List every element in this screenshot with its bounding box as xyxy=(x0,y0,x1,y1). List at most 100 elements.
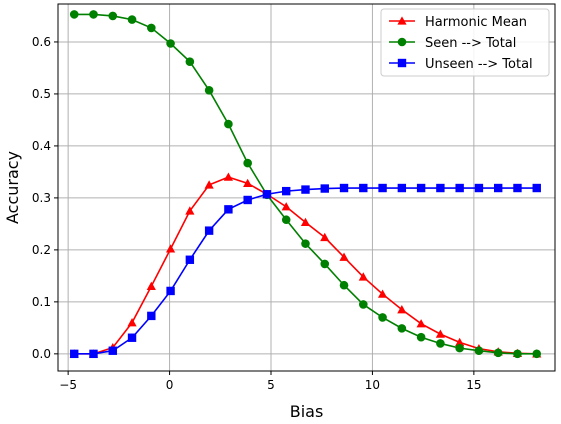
data-point xyxy=(513,349,522,359)
data-point xyxy=(416,332,426,342)
data-point xyxy=(127,318,137,327)
plot-frame xyxy=(57,3,556,372)
data-point xyxy=(146,281,156,290)
y-axis-label: Accuracy xyxy=(3,151,22,224)
data-point xyxy=(301,239,310,248)
data-point xyxy=(377,289,388,298)
data-point xyxy=(204,226,214,235)
data-point xyxy=(435,329,445,338)
data-point xyxy=(416,183,426,193)
data-point xyxy=(281,215,291,225)
data-point xyxy=(127,15,137,24)
x-axis-label: Bias xyxy=(290,402,324,421)
data-point xyxy=(397,305,407,314)
data-point xyxy=(320,259,330,269)
x-tick-label: 5 xyxy=(267,378,275,392)
y-tick-label: 0.1 xyxy=(32,295,51,309)
legend-item: Harmonic Mean xyxy=(389,15,527,30)
y-tick-label: 0.6 xyxy=(32,35,51,49)
x-tick-label: 10 xyxy=(365,378,380,392)
y-tick-label: 0.0 xyxy=(32,347,51,361)
legend-item: Seen --> Total xyxy=(389,36,516,51)
legend-label: Harmonic Mean xyxy=(425,15,527,30)
data-point xyxy=(474,346,484,356)
legend-label: Seen --> Total xyxy=(425,36,516,51)
series-line xyxy=(74,187,537,355)
data-point xyxy=(108,346,117,355)
data-point xyxy=(532,349,542,359)
x-tick-label: −5 xyxy=(59,378,77,392)
legend-marker xyxy=(397,58,407,68)
data-point xyxy=(436,183,445,193)
data-point xyxy=(339,252,349,261)
data-point xyxy=(494,183,503,193)
data-point xyxy=(339,183,349,193)
series-unseen-total xyxy=(70,183,541,359)
data-point xyxy=(69,10,79,19)
data-point xyxy=(378,313,387,322)
data-point xyxy=(358,272,368,281)
data-point xyxy=(493,348,503,358)
legend-item: Unseen --> Total xyxy=(389,57,533,72)
data-point xyxy=(243,178,253,188)
data-point xyxy=(320,184,329,193)
data-point xyxy=(185,206,195,215)
data-point xyxy=(513,183,522,193)
data-point xyxy=(455,337,465,347)
legend: Harmonic Mean Seen --> Total Unseen --> To… xyxy=(380,8,550,77)
axis-ticks: −5 0 5 10 15 0.0 0.1 0.2 0.3 0.4 0.5 0.6 xyxy=(32,35,482,392)
legend-box xyxy=(380,8,550,77)
y-tick-label: 0.4 xyxy=(32,139,51,153)
data-point xyxy=(397,324,407,333)
series-seen-total xyxy=(69,10,542,359)
series-layer xyxy=(69,10,542,359)
data-point xyxy=(416,319,426,328)
data-point xyxy=(436,339,445,348)
data-point xyxy=(281,202,291,211)
data-point xyxy=(455,183,464,193)
x-tick-label: 15 xyxy=(466,378,481,392)
data-point xyxy=(224,205,233,214)
data-point xyxy=(282,186,291,196)
data-point xyxy=(70,349,79,359)
data-point xyxy=(397,183,407,193)
data-point xyxy=(166,286,175,296)
data-point xyxy=(359,183,368,193)
legend-marker xyxy=(397,37,407,47)
data-point xyxy=(455,343,464,353)
data-point xyxy=(223,172,233,181)
data-point xyxy=(378,183,387,193)
data-point xyxy=(359,300,368,309)
data-point xyxy=(301,185,310,194)
legend-marker xyxy=(397,16,407,25)
data-point xyxy=(166,39,175,48)
data-point xyxy=(224,119,233,129)
data-point xyxy=(320,232,330,242)
data-point xyxy=(89,10,98,19)
data-point xyxy=(300,217,311,227)
data-point xyxy=(243,158,252,168)
data-point xyxy=(204,180,214,189)
y-tick-label: 0.2 xyxy=(32,243,51,257)
data-point xyxy=(147,311,156,321)
series-line xyxy=(74,176,537,355)
data-point xyxy=(474,183,484,193)
data-point xyxy=(262,190,272,199)
legend-label: Unseen --> Total xyxy=(425,57,533,72)
data-point xyxy=(108,11,118,21)
data-point xyxy=(89,349,98,359)
data-point xyxy=(204,85,214,95)
data-point xyxy=(185,57,195,67)
data-point xyxy=(339,280,349,290)
series-harmonic-mean xyxy=(69,172,542,358)
data-point xyxy=(185,255,195,264)
data-point xyxy=(165,244,176,253)
data-point xyxy=(147,23,156,33)
x-tick-label: 0 xyxy=(166,378,174,392)
y-tick-label: 0.5 xyxy=(32,87,51,101)
y-tick-label: 0.3 xyxy=(32,191,51,205)
data-point xyxy=(243,195,252,205)
data-point xyxy=(127,333,137,342)
data-point xyxy=(532,183,541,193)
